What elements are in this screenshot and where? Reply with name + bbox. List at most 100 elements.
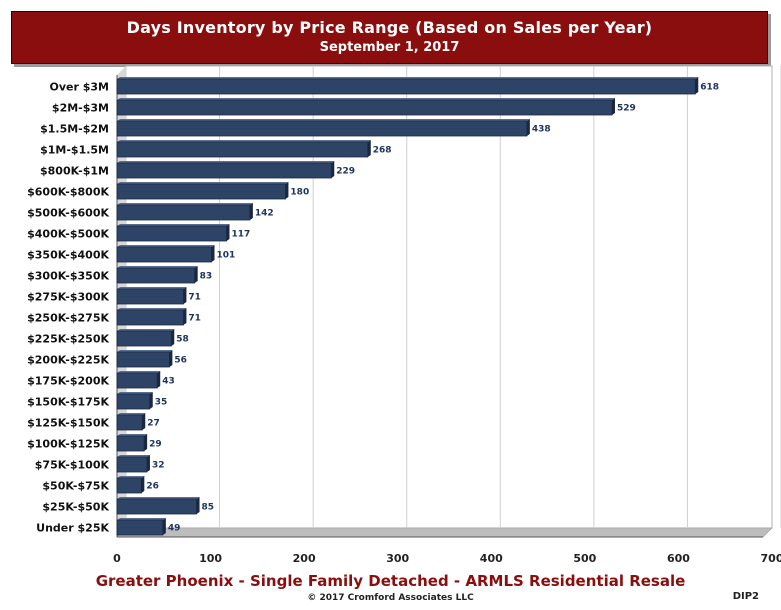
bar (116, 414, 143, 431)
data-label: 268 (373, 146, 392, 156)
bar-top (117, 245, 215, 247)
bar-side (331, 161, 335, 178)
bar (116, 498, 197, 515)
bar-top (117, 329, 175, 331)
category-label: $25K-$50K (42, 501, 109, 514)
bar-top (117, 434, 148, 436)
bar-top (117, 98, 615, 100)
bar (116, 162, 332, 179)
bar-side (249, 203, 253, 220)
bar-side (146, 455, 150, 472)
category-label: $125K-$150K (27, 417, 109, 430)
bar (116, 120, 528, 137)
category-label: $400K-$500K (27, 228, 109, 241)
bar-side (183, 287, 187, 304)
bar-side (183, 308, 187, 325)
bar (116, 225, 227, 242)
x-tick-label: 0 (113, 552, 121, 565)
category-label: $1.5M-$2M (40, 123, 109, 136)
category-label: $200K-$225K (27, 354, 109, 367)
bar-side (144, 434, 148, 451)
x-tick-label: 100 (199, 552, 222, 565)
data-label: 85 (202, 503, 215, 513)
bar-side (141, 476, 145, 493)
data-label: 71 (188, 293, 201, 303)
bar-top (117, 182, 289, 184)
data-label: 49 (168, 524, 181, 534)
bar-top (117, 77, 699, 79)
bar-top (117, 287, 187, 289)
category-label: $300K-$350K (27, 270, 109, 283)
bar (116, 267, 196, 284)
data-label: 438 (532, 125, 551, 135)
bar (116, 435, 145, 452)
bar-side (162, 518, 166, 535)
category-label: Over $3M (50, 81, 110, 94)
category-label: Under $25K (36, 522, 109, 535)
chart-code: DIP2 (732, 591, 759, 602)
data-label: 618 (700, 83, 719, 93)
bar (116, 99, 613, 116)
bar (116, 456, 148, 473)
bar-top (117, 392, 153, 394)
bar-side (194, 266, 198, 283)
title-banner: Days Inventory by Price Range (Based on … (11, 11, 768, 64)
category-label: $275K-$300K (27, 291, 109, 304)
category-label: $150K-$175K (27, 396, 109, 409)
bar (116, 141, 369, 158)
bar (116, 477, 142, 494)
bar (116, 78, 696, 95)
bar (116, 288, 184, 305)
plot-floor (116, 527, 773, 538)
data-label: 29 (149, 440, 162, 450)
bar-side (211, 245, 215, 262)
data-label: 229 (336, 167, 355, 177)
category-label: $250K-$275K (27, 312, 109, 325)
bar-top (117, 497, 200, 499)
data-label: 43 (162, 377, 175, 387)
copyright-caption: © 2017 Cromford Associates LLC (307, 593, 474, 603)
bar-top (117, 140, 371, 142)
category-label: $2M-$3M (52, 102, 109, 115)
category-label: $100K-$125K (27, 438, 109, 451)
x-tick-label: 300 (386, 552, 409, 565)
bar-side (526, 119, 530, 136)
chart-subtitle: September 1, 2017 (319, 40, 460, 55)
data-label: 180 (290, 188, 309, 198)
data-label: 83 (200, 272, 213, 282)
bar (116, 519, 164, 536)
chart-title: Days Inventory by Price Range (Based on … (126, 18, 653, 37)
category-label: $600K-$800K (27, 186, 109, 199)
category-label: $1M-$1.5M (40, 144, 109, 157)
bar-side (196, 497, 200, 514)
bar-top (117, 119, 530, 121)
x-tick-label: 600 (667, 552, 690, 565)
data-label: 101 (217, 251, 236, 261)
bar-side (285, 182, 289, 199)
bar-side (157, 371, 161, 388)
bar-top (117, 161, 335, 163)
data-label: 71 (188, 314, 201, 324)
source-caption: Greater Phoenix - Single Family Detached… (95, 572, 686, 590)
x-tick-label: 700 (761, 552, 781, 565)
bar (116, 393, 151, 410)
bar-side (695, 77, 699, 94)
bar (116, 183, 286, 200)
bar-top (117, 350, 173, 352)
bar (116, 204, 251, 221)
data-label: 32 (152, 461, 165, 471)
bar (116, 330, 172, 347)
bar (116, 372, 158, 389)
x-tick-label: 200 (293, 552, 316, 565)
x-tick-label: 400 (480, 552, 503, 565)
category-label: $500K-$600K (27, 207, 109, 220)
category-label: $350K-$400K (27, 249, 109, 262)
bar-side (171, 329, 175, 346)
bar-top (117, 266, 198, 268)
bar-top (117, 308, 187, 310)
data-label: 117 (231, 230, 250, 240)
data-label: 58 (176, 335, 189, 345)
data-label: 35 (155, 398, 168, 408)
bar-side (142, 413, 146, 430)
